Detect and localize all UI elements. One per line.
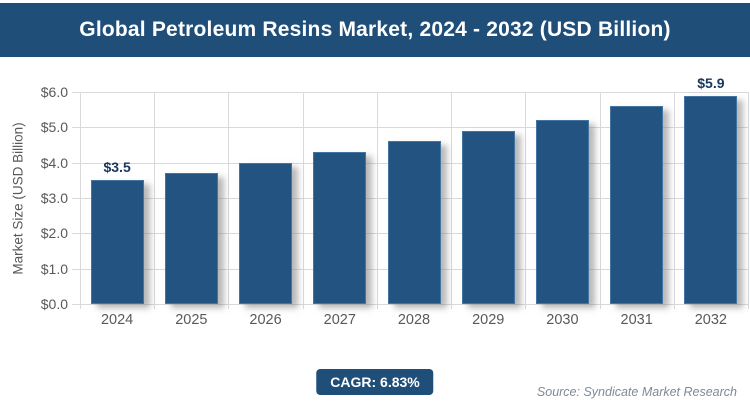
y-axis-title: Market Size (USD Billion) [10,122,26,275]
y-tick-label: $3.0 [40,190,68,206]
cagr-badge: CAGR: 6.83% [316,369,434,395]
x-tick-label: 2028 [397,312,431,328]
v-gridline [748,92,749,309]
h-gridline [72,127,748,129]
bar-value-label: $3.5 [103,159,131,176]
x-tick-label: 2030 [546,312,579,328]
bar-2032 [684,95,738,304]
y-tick-label: $5.0 [40,119,68,136]
bar-value-label: $5.9 [697,74,725,91]
y-tick-label: $6.0 [40,84,68,100]
v-gridline [673,92,675,309]
x-tick-label: 2024 [100,312,134,328]
x-tick-label: 2029 [472,312,505,328]
source-attribution: Source: Syndicate Market Research [536,385,737,399]
bar-2026 [239,162,293,304]
v-gridline [302,92,304,309]
x-tick-label: 2025 [175,312,208,328]
bar-2031 [610,106,664,304]
bar-2030 [535,120,589,304]
bar-2025 [164,173,218,304]
y-tick-label: $1.0 [40,260,68,277]
chart-title: Global Petroleum Resins Market, 2024 - 2… [79,18,671,41]
bar-2029 [461,130,515,304]
x-tick-label: 2027 [323,312,356,328]
v-gridline [525,92,527,309]
v-gridline [80,92,81,309]
v-gridline [451,92,453,309]
bar-2027 [313,152,367,304]
y-tick-label: $2.0 [40,225,68,242]
chart-title-bar: Global Petroleum Resins Market, 2024 - 2… [0,3,750,57]
x-tick-label: 2032 [694,312,727,328]
bar-2024 [90,180,144,304]
y-tick-label: $4.0 [40,154,68,171]
x-tick-label: 2026 [249,312,282,328]
y-tick-label: $0.0 [40,296,68,312]
x-tick-label: 2031 [620,312,653,328]
v-gridline [599,92,601,309]
v-gridline [228,92,230,309]
h-gridline [72,304,748,305]
h-gridline [72,92,748,93]
bar-2028 [387,141,441,304]
v-gridline [376,92,378,309]
v-gridline [154,92,156,309]
